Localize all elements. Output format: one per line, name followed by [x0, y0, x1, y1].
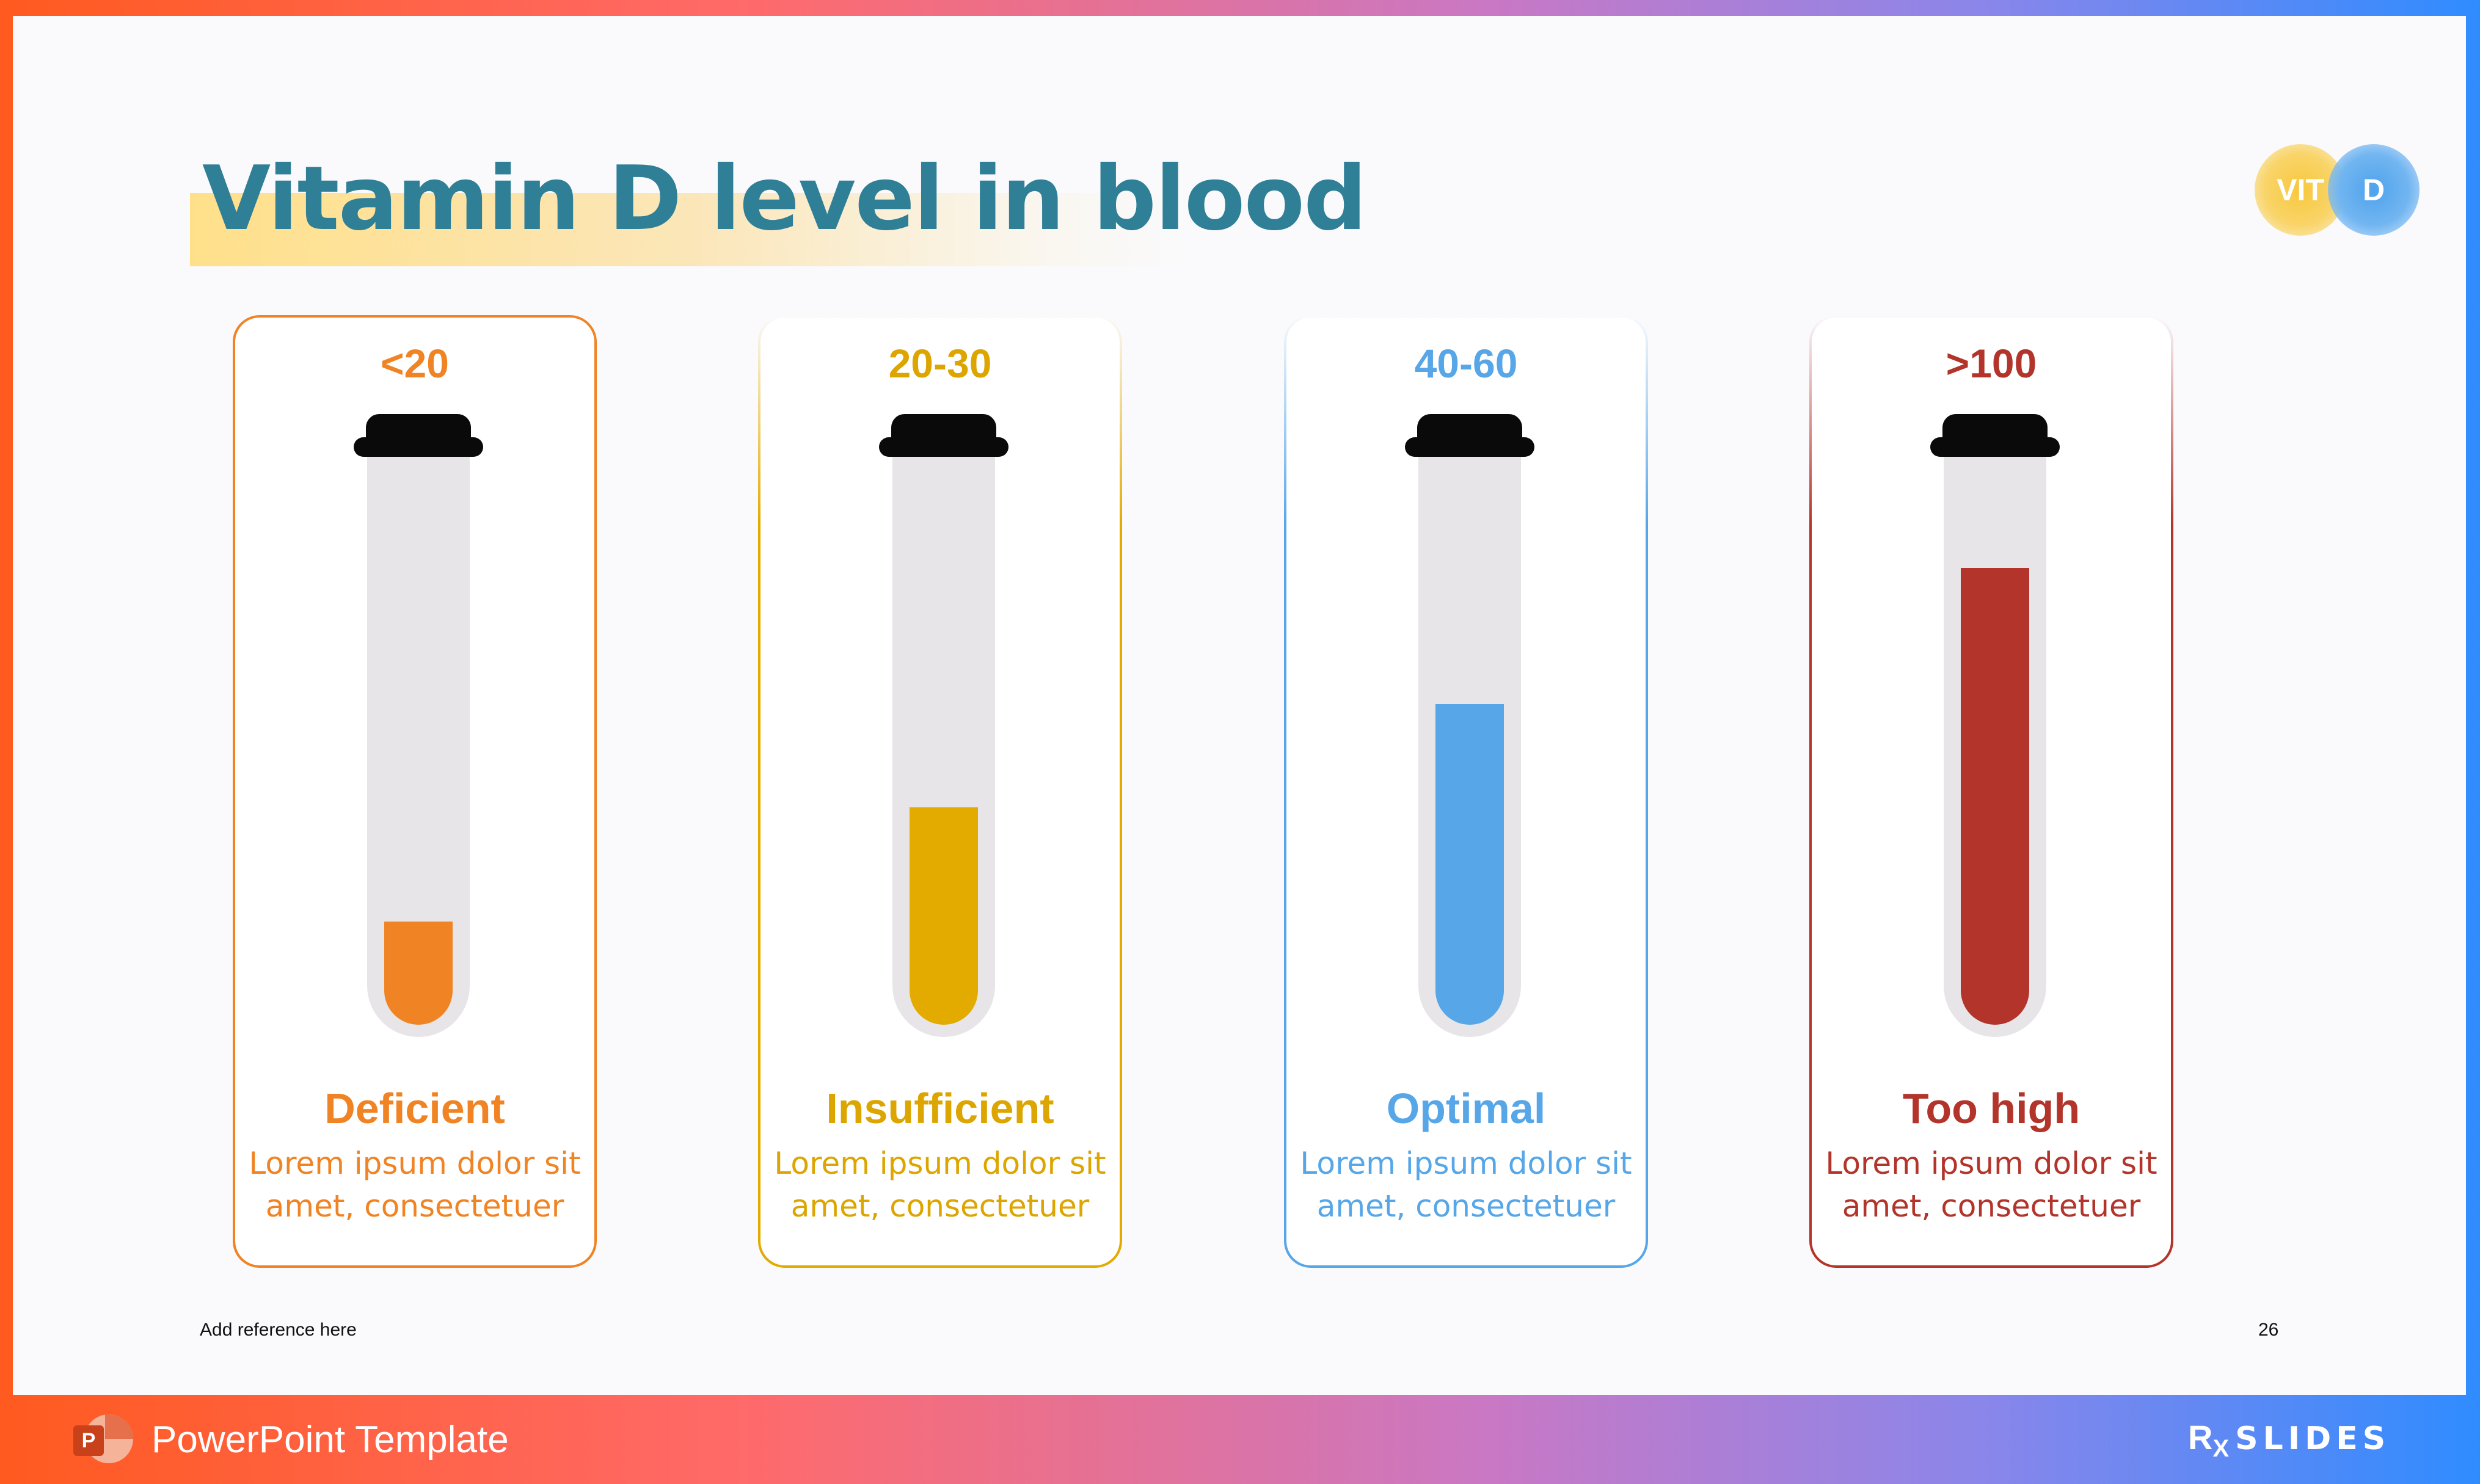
card-description: Lorem ipsum dolor sit amet, consectetuer — [241, 1142, 588, 1228]
description-line: Lorem ipsum dolor sit — [1300, 1146, 1632, 1181]
status-label: Deficient — [324, 1085, 505, 1132]
range-label: 20-30 — [888, 341, 992, 386]
card-description: Lorem ipsum dolor sit amet, consectetuer — [767, 1142, 1114, 1228]
tube-fill — [910, 807, 978, 1025]
title-block: Vitamin D level in blood — [190, 138, 1367, 266]
description-line: amet, consectetuer — [1316, 1188, 1616, 1224]
page-number: 26 — [2258, 1320, 2279, 1340]
description-line: amet, consectetuer — [1842, 1188, 2141, 1224]
card-deficient: <20 Deficient Lorem ipsum dolor sit amet… — [233, 315, 597, 1268]
powerpoint-icon-letter: P — [73, 1425, 104, 1456]
card-insufficient: 20-30 Insufficient Lorem ipsum dolor sit… — [758, 315, 1122, 1268]
logo-rx: RX — [2188, 1418, 2229, 1462]
rxslides-logo: RX SLIDES — [2188, 1413, 2390, 1468]
description-line: amet, consectetuer — [265, 1188, 564, 1224]
badge-d-circle: D — [2328, 144, 2420, 236]
logo-word: SLIDES — [2235, 1420, 2391, 1457]
tube-cap-rim — [879, 437, 1008, 457]
logo-rx-r: R — [2188, 1418, 2213, 1457]
test-tube-icon — [879, 414, 1008, 1049]
card-optimal: 40-60 Optimal Lorem ipsum dolor sit amet… — [1284, 315, 1648, 1268]
description-line: Lorem ipsum dolor sit — [249, 1146, 581, 1181]
title-highlight — [190, 193, 1189, 266]
test-tube-icon — [1405, 414, 1534, 1049]
tube-cap-rim — [1930, 437, 2060, 457]
vitamin-d-badge: VIT D — [2255, 144, 2426, 236]
test-tube-icon — [1930, 414, 2060, 1049]
range-label: >100 — [1946, 341, 2037, 386]
card-description: Lorem ipsum dolor sit amet, consectetuer — [1818, 1142, 2165, 1228]
description-line: amet, consectetuer — [790, 1188, 1090, 1224]
description-line: Lorem ipsum dolor sit — [1825, 1146, 2157, 1181]
powerpoint-icon-segment — [105, 1414, 133, 1439]
card-description: Lorem ipsum dolor sit amet, consectetuer — [1293, 1142, 1639, 1228]
tube-cap-rim — [1405, 437, 1534, 457]
logo-rx-x: X — [2212, 1435, 2230, 1463]
slide-title: Vitamin D level in blood — [202, 147, 1367, 250]
tube-cap-rim — [354, 437, 483, 457]
test-tube-icon — [354, 414, 483, 1049]
status-label: Optimal — [1386, 1085, 1546, 1132]
footer-label: PowerPoint Template — [151, 1419, 509, 1461]
status-label: Insufficient — [826, 1085, 1054, 1132]
tube-fill — [1961, 568, 2029, 1025]
reference-text: Add reference here — [200, 1320, 357, 1340]
card-too-high: >100 Too high Lorem ipsum dolor sit amet… — [1809, 315, 2173, 1268]
tube-fill — [1435, 704, 1504, 1025]
status-label: Too high — [1902, 1085, 2081, 1132]
description-line: Lorem ipsum dolor sit — [774, 1146, 1106, 1181]
slide: Vitamin D level in blood VIT D <20 Defic… — [13, 16, 2466, 1395]
tube-fill — [384, 922, 453, 1025]
range-label: 40-60 — [1414, 341, 1518, 386]
footer-bar: P PowerPoint Template RX SLIDES — [0, 1395, 2480, 1484]
powerpoint-icon: P — [73, 1414, 133, 1464]
range-label: <20 — [381, 341, 449, 386]
